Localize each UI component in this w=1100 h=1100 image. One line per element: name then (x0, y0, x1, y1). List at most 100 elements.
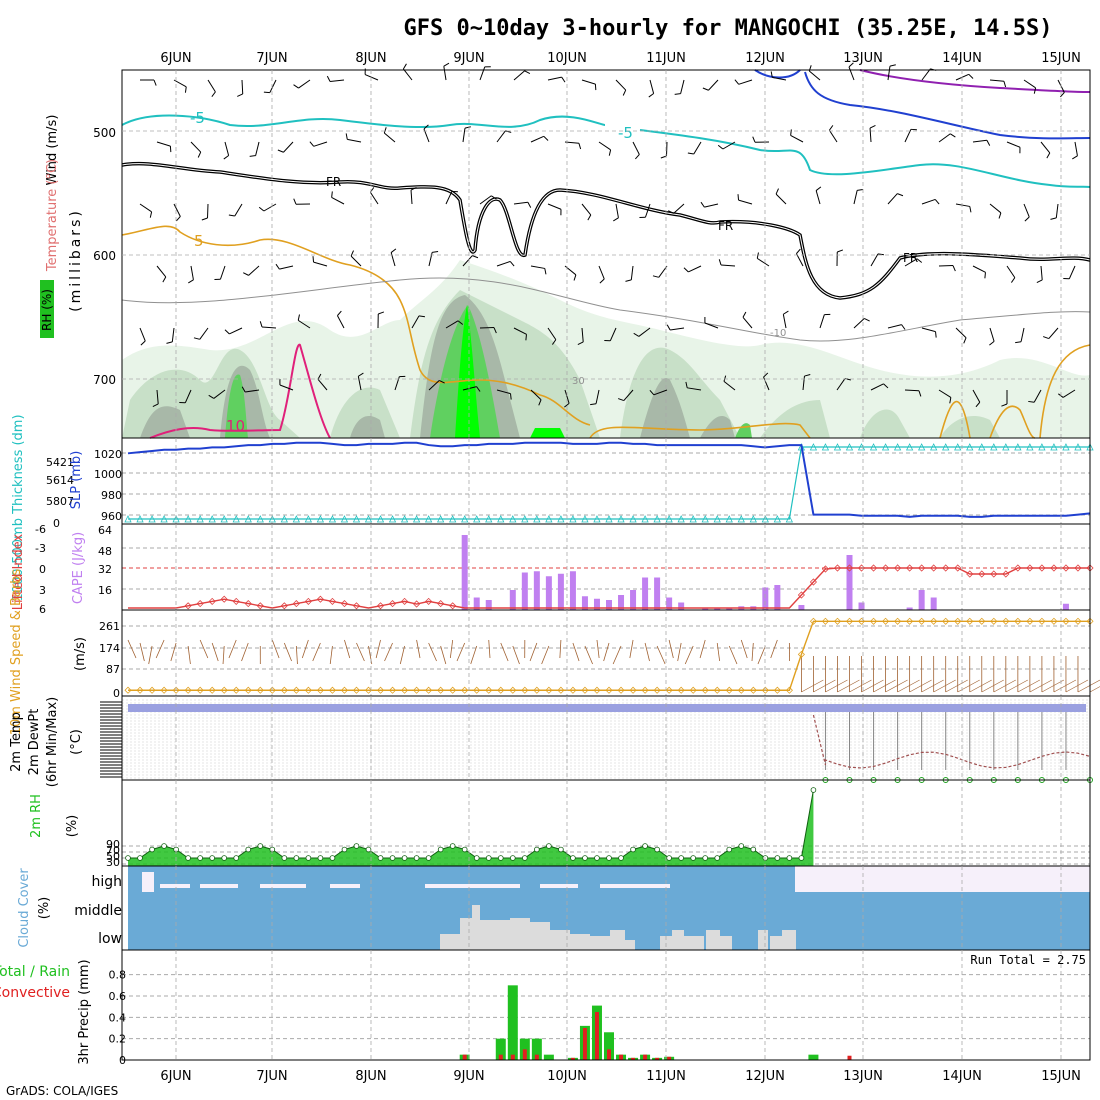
wind-barb (972, 265, 986, 273)
thick-tick-5421: 5421 (46, 456, 74, 469)
wind-barb-flag (184, 86, 187, 93)
chart-title: GFS 0~10day 3-hourly for MANGOCHI (35.25… (403, 16, 1052, 41)
thickness-marker (364, 515, 373, 523)
rh-tick-30: 30 (106, 856, 120, 869)
lifted-index-marker (280, 602, 288, 610)
wind-marker (569, 686, 577, 694)
cape-tick-48: 48 (98, 545, 112, 558)
thickness-marker (557, 515, 565, 523)
wind10m-barb (295, 645, 298, 665)
thickness-marker (196, 515, 204, 523)
wind10m-barb (644, 642, 650, 662)
thickness-marker (665, 515, 673, 523)
wind-barb-flag (1050, 217, 1057, 220)
lifted-index-marker (1014, 564, 1022, 572)
upper-ylabel-wind: Wind (m/s) (45, 115, 60, 186)
contour-label-plus10: 10 (226, 417, 245, 435)
wind-barb (904, 129, 912, 143)
lifted-index-marker (978, 570, 986, 578)
cloud-low-block (782, 930, 796, 950)
thickness-marker (653, 515, 661, 523)
li-tick-3: 3 (39, 584, 46, 597)
slp-line (127, 441, 1091, 518)
top-day-label: 11JUN (646, 51, 686, 66)
wind-barb-flag (527, 202, 532, 208)
rh-marker (305, 855, 312, 861)
lifted-index-marker (882, 564, 890, 572)
wind-marker (701, 686, 709, 694)
wind-barb (445, 191, 453, 205)
wind-marker (894, 617, 902, 625)
rh-marker (461, 846, 468, 853)
thickness-line (128, 446, 1090, 520)
wind-marker (124, 686, 132, 694)
wind-barb-flag (723, 375, 727, 382)
thick-tick-5614: 5614 (46, 474, 74, 487)
thickness-marker (352, 515, 361, 523)
cloud-high-block (425, 884, 463, 888)
rh-marker (485, 855, 492, 861)
cloud-high-blocks (142, 872, 670, 892)
cape-bar (858, 602, 865, 610)
cape-bar (714, 607, 721, 610)
wind-marker (797, 650, 805, 658)
wind-barb-flag (237, 93, 243, 97)
wind-marker (509, 686, 517, 694)
wind-barb (213, 389, 226, 399)
bottom-day-label: 9JUN (453, 1069, 484, 1084)
thickness-marker (160, 515, 168, 523)
wind10m-barb (241, 642, 249, 662)
lifted-index-marker (184, 602, 192, 610)
lifted-index-marker (292, 600, 300, 608)
cloud-low-block (770, 936, 782, 950)
wind-barb (887, 193, 898, 205)
wind-barb-flag (197, 151, 202, 158)
lifted-index-marker (340, 600, 349, 608)
lifted-index-marker (244, 600, 252, 608)
thickness-marker (689, 515, 697, 523)
rh-marker (582, 855, 588, 861)
wind-barb (279, 265, 294, 270)
top-day-label: 10JUN (547, 51, 587, 66)
rh-tick-50: 50 (106, 850, 120, 863)
wind-marker (978, 617, 986, 625)
wind-barb (836, 378, 846, 391)
top-day-label: 6JUN (160, 51, 191, 66)
wind10m-barb (873, 679, 896, 693)
lifted-index-marker (894, 564, 902, 572)
wind-barb-flag (889, 64, 896, 67)
upper-tick-600: 600 (93, 249, 116, 263)
wind-barb (921, 327, 936, 333)
wind-barb (364, 74, 379, 81)
wind10m-barb (945, 679, 968, 693)
precip-total-bar (531, 1038, 542, 1060)
rh-marker (558, 846, 564, 853)
slp-ylabel-thickness: 1000-500mb Thickness (dm) (11, 414, 26, 601)
wind10m-barb (716, 642, 721, 662)
thickness-marker (833, 443, 842, 451)
wind-barb-flag (410, 187, 417, 191)
wind-barb (1006, 265, 1016, 278)
thickness-marker (845, 443, 854, 451)
wind-barb (313, 141, 328, 147)
wind-barb-flag (668, 210, 674, 214)
cloud-low-block (480, 920, 510, 950)
wind-barb (680, 79, 685, 94)
slp-grid (122, 452, 1090, 516)
wind-marker (388, 686, 397, 694)
wind-marker (208, 686, 216, 694)
wind-barb (462, 386, 477, 391)
wind-barb (245, 389, 260, 393)
wind-barb-flag (1036, 279, 1043, 284)
rh-marker (509, 855, 516, 861)
cloud-high-block (160, 884, 190, 888)
thickness-marker (124, 515, 132, 523)
wind-marker (328, 686, 336, 694)
rh-marker (594, 855, 600, 861)
bottom-date-axis: 6JUN 7JUN 8JUN 9JUN 10JUN 11JUN 12JUN 13JUN 14JU… (160, 1069, 1080, 1084)
wind-barb-flag (770, 71, 773, 78)
thickness-marker (1062, 443, 1070, 451)
rh-marker (714, 855, 721, 861)
temp-ylabel-3: (6hr Min/Max) (45, 697, 60, 787)
wind-barb (279, 384, 294, 391)
